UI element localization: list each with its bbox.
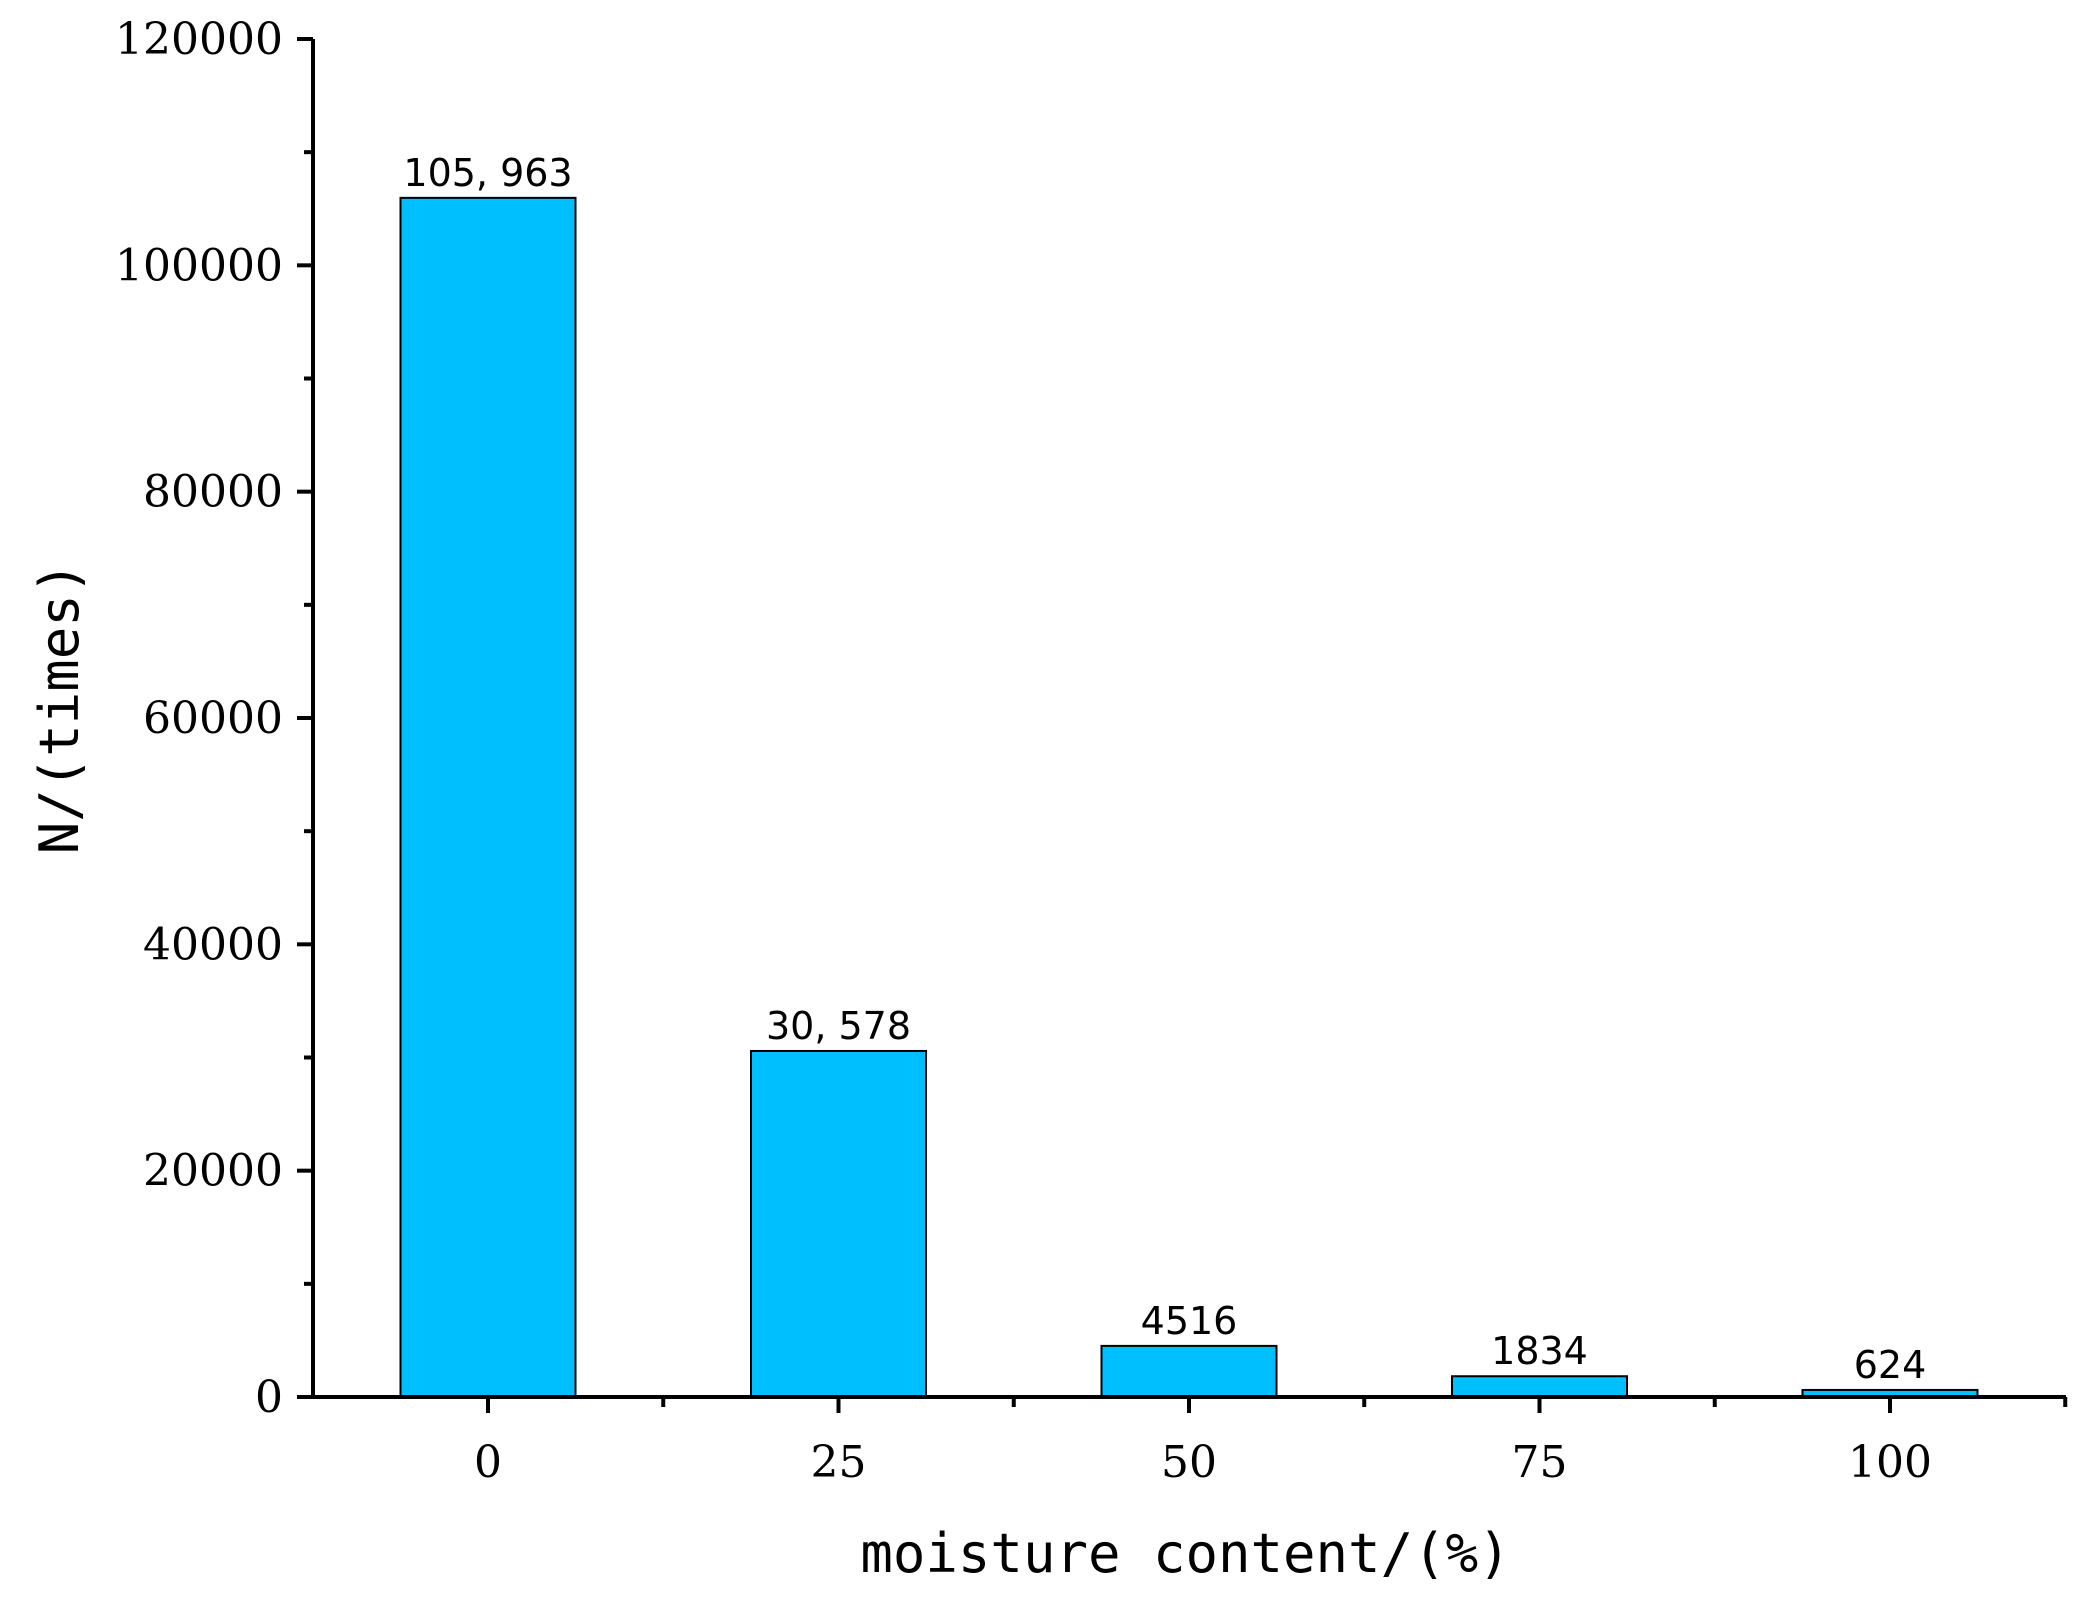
- data-labels-group: 105, 963 30, 578 4516 1834 624: [403, 151, 1926, 1387]
- bars-group: [399, 196, 1979, 1399]
- data-label-100: 624: [1854, 1343, 1927, 1387]
- data-label-25: 30, 578: [766, 1004, 911, 1048]
- bar-75: [1451, 1375, 1628, 1399]
- data-label-50: 4516: [1141, 1299, 1238, 1343]
- data-label-0: 105, 963: [403, 151, 572, 195]
- y-axis-title: N/(times): [28, 562, 91, 855]
- x-tick-label: 0: [474, 1437, 502, 1488]
- y-tick-label: 40000: [143, 919, 283, 970]
- y-tick-label: 20000: [143, 1146, 283, 1197]
- bar-25: [750, 1049, 927, 1399]
- x-tick-label: 50: [1161, 1437, 1217, 1488]
- y-tick-label: 120000: [115, 14, 283, 65]
- y-tick-label: 0: [255, 1372, 283, 1423]
- x-tick-label: 25: [811, 1437, 867, 1488]
- y-tick-label: 60000: [143, 693, 283, 744]
- y-tick-label: 80000: [143, 467, 283, 518]
- y-axis-ticks: 0 20000 40000 60000 80000 100000 120000: [115, 14, 313, 1423]
- x-tick-label: 75: [1512, 1437, 1568, 1488]
- bar-50: [1100, 1344, 1278, 1398]
- x-axis-ticks: 0 25 50 75 100: [474, 1397, 2068, 1488]
- x-tick-label: 100: [1848, 1437, 1932, 1488]
- x-axis-title: moisture content/(%): [860, 1522, 1510, 1585]
- data-label-75: 1834: [1491, 1329, 1588, 1373]
- bar-0: [399, 196, 577, 1398]
- y-tick-label: 100000: [115, 240, 283, 291]
